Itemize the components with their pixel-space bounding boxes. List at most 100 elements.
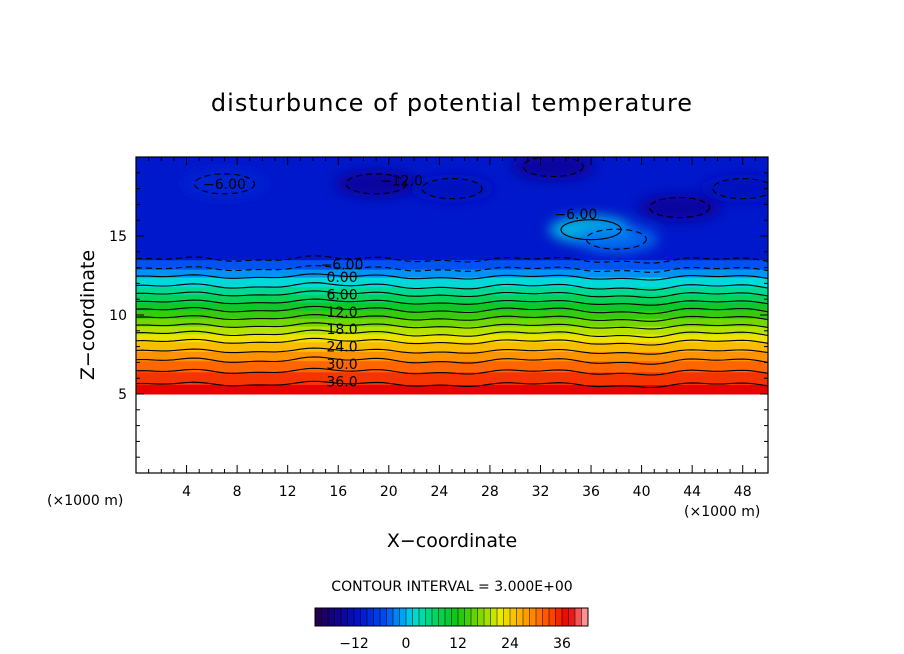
- x-tick-label: 40: [633, 484, 651, 500]
- field-band: [136, 302, 768, 311]
- colorbar-cell: [575, 608, 582, 626]
- isotherm-line: [136, 322, 768, 330]
- x-tick-label: 44: [683, 484, 701, 500]
- colorbar-cell: [451, 608, 459, 626]
- contour-label: −6.00: [203, 177, 246, 193]
- contour-label: 0.00: [326, 270, 357, 286]
- x-unit-right: (×1000 m): [684, 504, 760, 520]
- anomaly-contour: [193, 173, 256, 195]
- isotherm-line: [136, 347, 768, 355]
- contour-label: 24.0: [326, 340, 357, 356]
- colorbar-cell: [581, 608, 589, 626]
- x-tick-label: 28: [481, 484, 499, 500]
- field-band: [136, 269, 768, 278]
- contour-label: 6.00: [326, 287, 357, 303]
- anomaly-contour: [522, 157, 584, 178]
- x-tick-label: 16: [329, 484, 347, 500]
- anomaly-contour: [585, 228, 647, 250]
- isotherm-line: [136, 255, 768, 264]
- isotherm-contours: [136, 157, 768, 388]
- contour-label: −12.0: [380, 174, 423, 190]
- colorbar-cell: [341, 608, 348, 626]
- isotherm-line: [136, 367, 768, 376]
- colorbar-cell: [490, 608, 498, 626]
- field-band: [136, 351, 768, 362]
- colorbar-cell: [315, 608, 322, 626]
- colorbar-cell: [334, 608, 342, 626]
- x-tick-label: 8: [233, 484, 242, 500]
- colorbar-cell: [419, 608, 426, 626]
- anomaly-contour: [648, 197, 711, 219]
- colorbar-cell: [484, 608, 491, 626]
- contour-label: 18.0: [326, 322, 357, 338]
- contour-label: 30.0: [326, 357, 357, 373]
- x-axis: 4 8 12 16 20 24 28 32 36 40 44 48: [148, 157, 756, 500]
- colorbar-cell: [360, 608, 368, 626]
- field-band: [136, 371, 768, 386]
- contour-label: 12.0: [326, 305, 357, 321]
- field-band: [136, 259, 768, 270]
- x-tick-label: 36: [582, 484, 600, 500]
- colorbar-cell: [471, 608, 478, 626]
- colorbar-cell: [555, 608, 563, 626]
- colorbar-cell: [373, 608, 381, 626]
- colorbar-cell: [516, 608, 524, 626]
- colorbar-cell: [367, 608, 374, 626]
- x-axis-label: X−coordinate: [387, 530, 517, 552]
- field-band: [136, 294, 768, 303]
- colorbar-cell: [406, 608, 413, 626]
- y-axis-label: Z−coordinate: [77, 250, 99, 380]
- y-axis: 5 10 15: [109, 172, 768, 458]
- contour-interval-label: CONTOUR INTERVAL = 3.000E+00: [331, 579, 572, 595]
- y-tick-label: 15: [109, 229, 127, 245]
- field-band: [136, 326, 768, 335]
- field-band: [136, 333, 768, 343]
- colorbar-cell: [432, 608, 439, 626]
- x-tick-label: 48: [734, 484, 752, 500]
- isotherm-line: [136, 298, 768, 306]
- field-band: [136, 384, 768, 395]
- colorbar-cell: [542, 608, 550, 626]
- colorbar-cell: [503, 608, 511, 626]
- x-tick-label: 32: [532, 484, 550, 500]
- colorbar-tick-labels: −12 0 12 24 36: [339, 636, 571, 652]
- colorbar-cell: [464, 608, 472, 626]
- colorbar-cell: [399, 608, 407, 626]
- contour-label: −6.00: [321, 257, 364, 273]
- colorbar-tick-label: 0: [402, 636, 411, 652]
- colorbar-cell: [477, 608, 485, 626]
- colorbar-cell: [425, 608, 433, 626]
- colorbar-tick-label: 24: [501, 636, 519, 652]
- x-tick-label: 4: [182, 484, 191, 500]
- colorbar-tick-label: 36: [553, 636, 571, 652]
- contour-label: −6.00: [554, 207, 597, 223]
- colorbar-cell: [438, 608, 446, 626]
- colorbar-cell: [458, 608, 465, 626]
- colorbar-cell: [347, 608, 355, 626]
- isotherm-line: [136, 380, 768, 388]
- colorbar-cell: [549, 608, 556, 626]
- isotherm-line: [136, 356, 768, 365]
- colorbar-cell: [412, 608, 420, 626]
- isotherm-line: [136, 265, 768, 273]
- isotherm-line: [136, 314, 768, 322]
- field-anomaly: [511, 157, 596, 181]
- colorbar-cell: [380, 608, 387, 626]
- colorbar-frame: [314, 607, 589, 627]
- x-unit-left: (×1000 m): [47, 493, 123, 509]
- isotherm-line: [136, 305, 768, 315]
- colorbar-cell: [321, 608, 329, 626]
- colorbar: [314, 607, 589, 627]
- colorbar-cell: [445, 608, 452, 626]
- field-band: [136, 341, 768, 352]
- isotherm-line: [136, 290, 768, 299]
- colorbar-cell: [529, 608, 537, 626]
- colorbar-cell: [510, 608, 517, 626]
- isotherm-line: [136, 337, 768, 346]
- colorbar-cell: [523, 608, 530, 626]
- isotherm-line: [136, 329, 768, 338]
- anomaly-contour: [421, 178, 483, 200]
- colorbar-cell: [497, 608, 504, 626]
- field-band: [136, 318, 768, 327]
